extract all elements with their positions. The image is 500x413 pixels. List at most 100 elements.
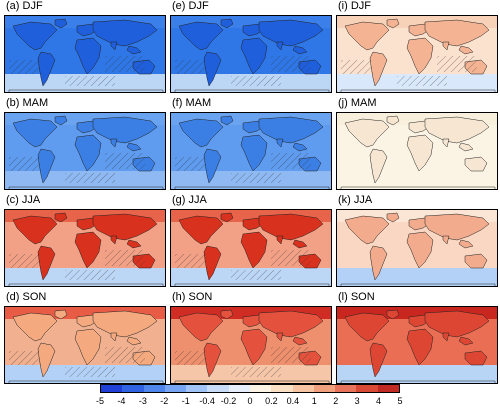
coastline-antarctica: [174, 186, 330, 189]
panel-label: (g) JJA: [172, 194, 207, 206]
coastline-antarctica: [340, 283, 496, 286]
coastline-antarctica: [8, 283, 164, 286]
coastline-africa: [406, 328, 434, 366]
colorbar-segment: [101, 385, 123, 392]
colorbar-tick-label: -5: [95, 396, 105, 406]
colorbar-segment: [207, 385, 229, 392]
colorbar-segment: [249, 385, 272, 392]
coastline-greenland: [386, 18, 400, 29]
coastline-india: [276, 138, 284, 148]
coastline-asia: [424, 116, 490, 144]
coastline-seasia: [126, 142, 142, 152]
coastline-africa: [240, 37, 268, 75]
coastline-namerica: [344, 215, 390, 245]
anomaly-map: [170, 112, 332, 190]
colorbar-segment: [228, 385, 250, 392]
coastline-seasia: [126, 45, 142, 55]
significance-hatching: [65, 173, 115, 183]
coastline-seasia: [292, 239, 308, 249]
coastline-africa: [74, 37, 102, 75]
coastline-india: [110, 332, 118, 342]
anomaly-map: [336, 209, 498, 287]
significance-hatching: [105, 250, 145, 266]
coastline-seasia: [292, 45, 308, 55]
coastline-asia: [424, 213, 490, 241]
coastline-seasia: [126, 239, 142, 249]
coastline-india: [442, 332, 450, 342]
coastline-seasia: [292, 336, 308, 346]
coastline-greenland: [386, 309, 400, 320]
significance-hatching: [341, 60, 371, 74]
coastline-india: [276, 332, 284, 342]
coastline-asia: [424, 310, 490, 338]
coastline-africa: [74, 231, 102, 269]
colorbar-tick-label: 0.2: [265, 396, 278, 406]
anomaly-map: [4, 209, 166, 287]
significance-hatching: [271, 56, 311, 72]
panel-label: (j) MAM: [338, 97, 377, 109]
colorbar-segment: [313, 385, 336, 392]
colorbar-tick-label: 3: [354, 396, 360, 406]
coastline-asia: [424, 19, 490, 47]
coastline-seasia: [458, 239, 474, 249]
panel-label: (b) MAM: [6, 97, 49, 109]
coastline-africa: [406, 37, 434, 75]
coastline-asia: [258, 116, 324, 144]
significance-hatching: [9, 60, 39, 74]
significance-hatching: [105, 347, 145, 363]
colorbar-tick-label: 0: [247, 396, 253, 406]
significance-hatching: [9, 157, 39, 171]
anomaly-map: [336, 15, 498, 93]
coastline-seasia: [292, 142, 308, 152]
colorbar-segment: [292, 385, 314, 392]
anomaly-map: [170, 15, 332, 93]
colorbar-tick-label: -1: [181, 396, 190, 406]
significance-hatching: [9, 254, 39, 268]
coastline-india: [276, 235, 284, 245]
significance-hatching: [271, 250, 311, 266]
colorbar-segment: [377, 385, 399, 392]
coastline-india: [110, 41, 118, 51]
significance-hatching: [397, 76, 447, 86]
colorbar-segment: [271, 385, 293, 392]
coastline-india: [276, 41, 284, 51]
coastline-africa: [74, 134, 102, 172]
anomaly-map: [4, 112, 166, 190]
coastline-india: [110, 235, 118, 245]
coastline-greenland: [220, 18, 234, 29]
anomaly-map: [170, 209, 332, 287]
coastline-namerica: [178, 118, 224, 148]
coastline-antarctica: [174, 380, 330, 383]
colorbar-tick-label: 2: [333, 396, 339, 406]
coastline-africa: [74, 328, 102, 366]
coastline-namerica: [178, 215, 224, 245]
coastline-india: [110, 138, 118, 148]
panel-label: (e) DJF: [172, 0, 209, 12]
significance-hatching: [105, 153, 145, 169]
significance-hatching: [437, 56, 477, 72]
coastline-greenland: [54, 212, 68, 223]
significance-hatching: [271, 153, 311, 169]
coastline-greenland: [220, 115, 234, 126]
coastline-antarctica: [8, 186, 164, 189]
coastline-seasia: [458, 45, 474, 55]
coastline-antarctica: [340, 186, 496, 189]
coastline-india: [442, 235, 450, 245]
coastline-antarctica: [8, 89, 164, 92]
significance-hatching: [231, 367, 281, 377]
panel-label: (f) MAM: [172, 97, 212, 109]
colorbar-tick-label: 5: [397, 396, 403, 406]
coastline-samerica: [369, 245, 388, 281]
panel-label: (d) SON: [6, 291, 47, 303]
colorbar-tick-label: -2: [160, 396, 169, 406]
coastline-africa: [406, 134, 434, 172]
coastline-namerica: [344, 21, 390, 51]
coastline-greenland: [386, 115, 400, 126]
colorbar-segment: [143, 385, 165, 392]
coastline-greenland: [54, 115, 68, 126]
anomaly-map: [170, 306, 332, 384]
coastline-africa: [240, 328, 268, 366]
coastline-samerica: [369, 342, 388, 378]
coastline-antarctica: [8, 380, 164, 383]
significance-hatching: [175, 351, 205, 365]
